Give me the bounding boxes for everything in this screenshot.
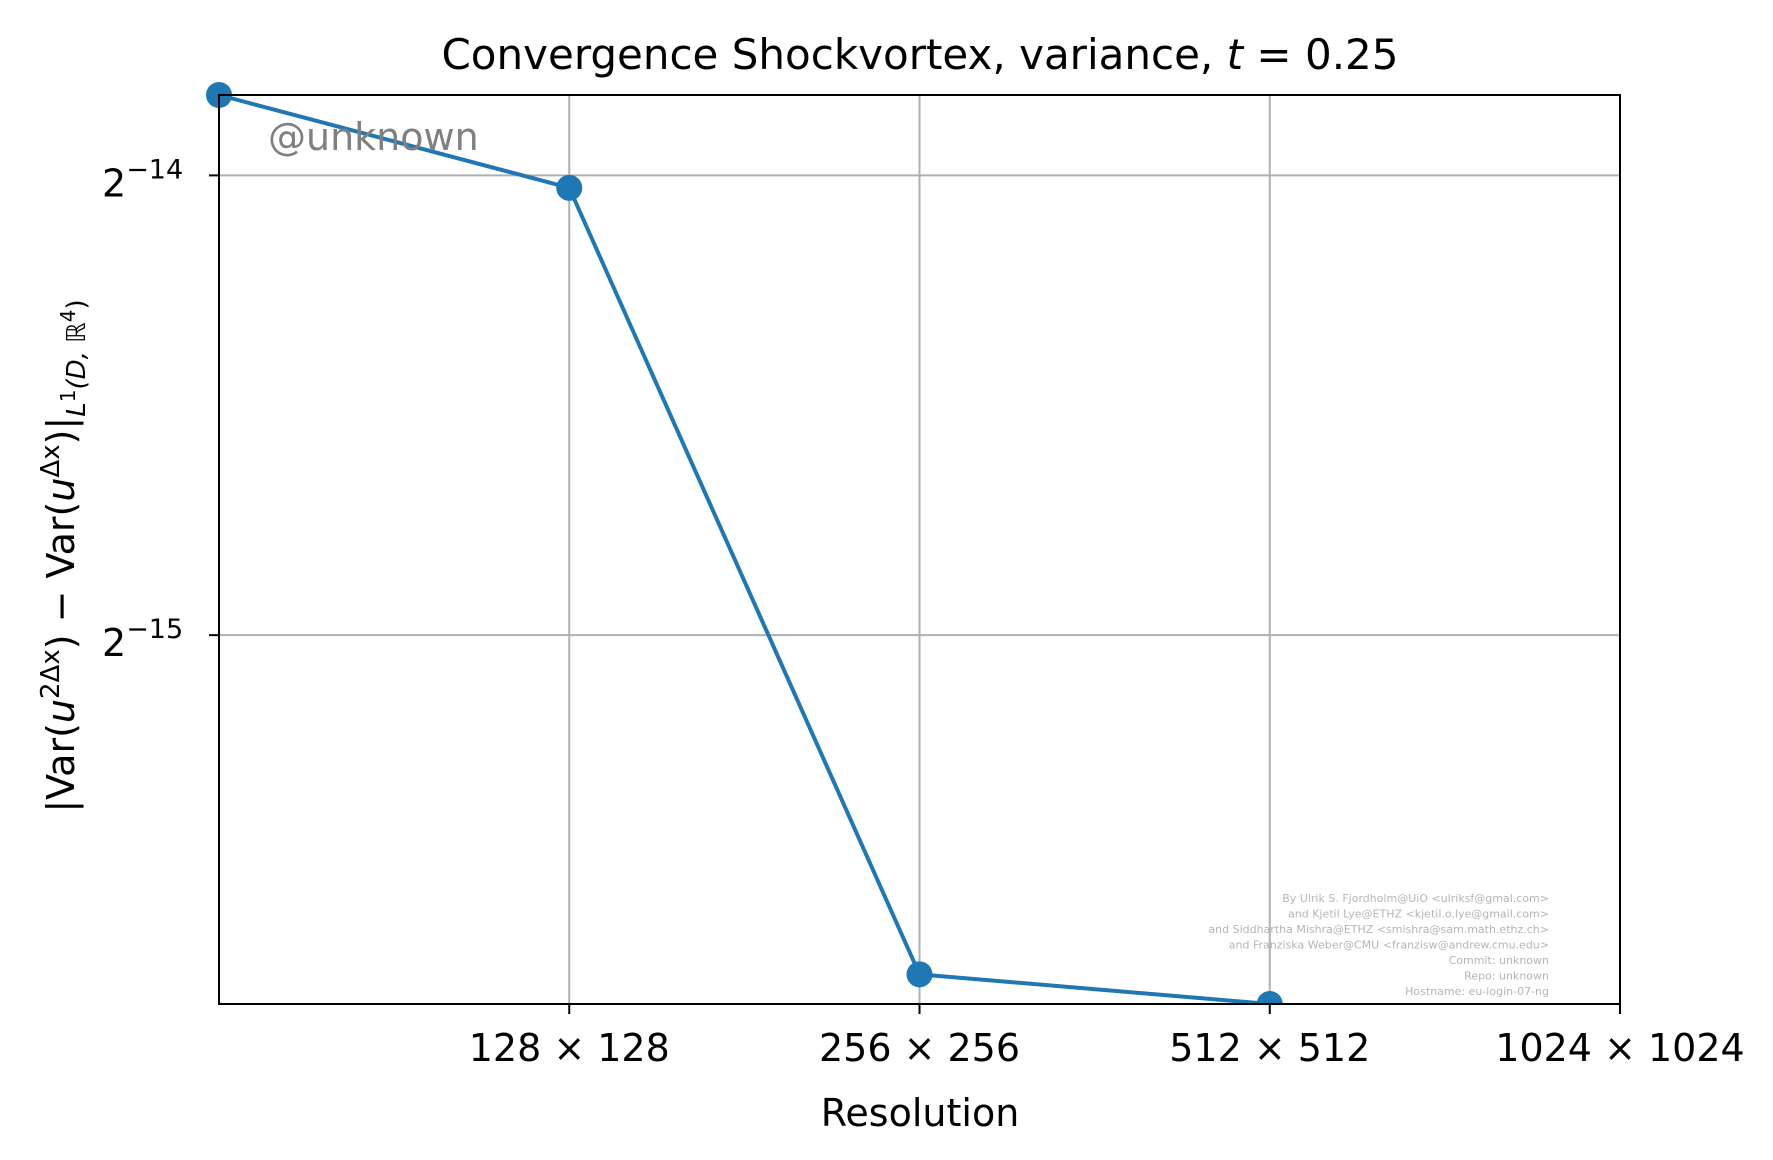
data-point [556, 174, 583, 201]
data-point [1256, 991, 1283, 1005]
credits-block: By Ulrik S. Fjordholm@UiO <ulriksf@gmal.… [1208, 892, 1549, 998]
x-tick-label: 512 × 512 [1169, 1026, 1370, 1070]
series-line [218, 93, 1270, 1005]
x-axis-label: Resolution [821, 1091, 1020, 1135]
credit-line: Hostname: eu-login-07-ng [1405, 985, 1549, 998]
watermark-text: @unknown [268, 115, 479, 159]
credit-line: Repo: unknown [1464, 970, 1549, 983]
grid-lines [219, 95, 1620, 1004]
x-tick-label: 1024 × 1024 [1495, 1026, 1744, 1070]
credit-line: Commit: unknown [1449, 954, 1549, 967]
series-group [206, 82, 1283, 1005]
x-axis: 128 × 128 256 × 256 512 × 512 1024 × 1024 [469, 1004, 1745, 1070]
y-axis-label: |Var(u2Δx) − Var(uΔx)|L1(D, ℝ4) [36, 299, 92, 812]
y-axis: 2−14 2−15 [102, 154, 219, 665]
x-tick-label: 256 × 256 [819, 1026, 1020, 1070]
credit-line: and Franziska Weber@CMU <franzisw@andrew… [1229, 939, 1549, 952]
chart-title: Convergence Shockvortex, variance, t = 0… [441, 30, 1398, 79]
credit-line: By Ulrik S. Fjordholm@UiO <ulriksf@gmal.… [1282, 892, 1549, 905]
y-tick-label: 2−14 [102, 154, 183, 205]
data-layer [206, 82, 1283, 1005]
y-tick-label: 2−15 [102, 614, 183, 665]
credit-line: and Siddhartha Mishra@ETHZ <smishra@sam.… [1208, 923, 1549, 936]
data-point [906, 961, 933, 988]
credit-line: and Kjetil Lye@ETHZ <kjetil.o.lye@gmail.… [1288, 908, 1549, 921]
x-tick-label: 128 × 128 [469, 1026, 670, 1070]
